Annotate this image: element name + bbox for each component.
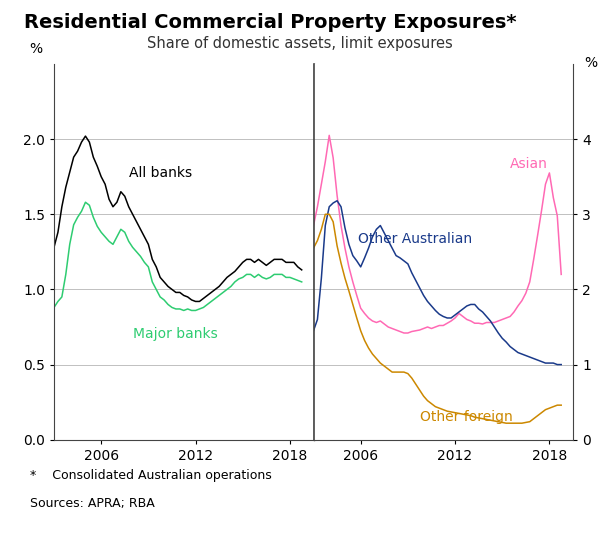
Text: Share of domestic assets, limit exposures: Share of domestic assets, limit exposure… xyxy=(147,36,453,51)
Text: Other Australian: Other Australian xyxy=(358,232,472,246)
Y-axis label: %: % xyxy=(584,56,598,70)
Text: Asian: Asian xyxy=(510,157,548,171)
Y-axis label: %: % xyxy=(29,43,43,56)
Text: Residential Commercial Property Exposures*: Residential Commercial Property Exposure… xyxy=(24,13,517,33)
Text: Major banks: Major banks xyxy=(133,327,217,341)
Text: Sources: APRA; RBA: Sources: APRA; RBA xyxy=(30,497,155,510)
Text: All banks: All banks xyxy=(130,166,193,180)
Text: Other foreign: Other foreign xyxy=(421,410,513,424)
Text: *    Consolidated Australian operations: * Consolidated Australian operations xyxy=(30,469,272,482)
